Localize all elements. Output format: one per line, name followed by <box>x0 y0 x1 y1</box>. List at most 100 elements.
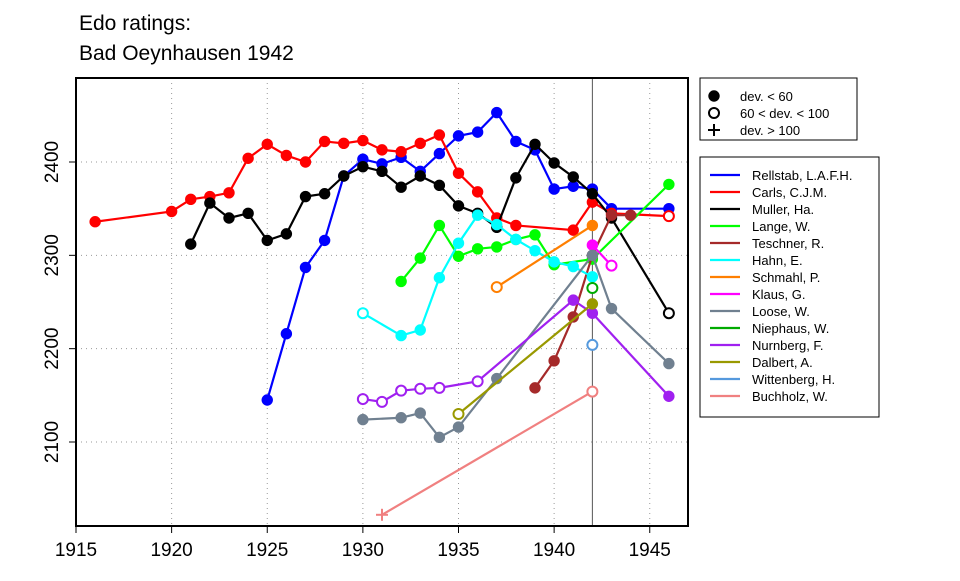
data-point-hahn-e <box>567 260 579 273</box>
data-point-hahn-e <box>586 271 599 283</box>
series-lange-w <box>395 178 675 288</box>
data-point-niephaus-w <box>586 282 599 294</box>
data-point-loose-w <box>414 407 426 419</box>
data-point-lange-w <box>452 250 465 262</box>
data-point-rellstab-l-a-f-h <box>491 106 503 119</box>
data-point-carls-c-j-m <box>662 210 675 223</box>
data-point-carls-c-j-m <box>452 167 465 179</box>
marker-legend-symbol <box>708 90 720 102</box>
data-point-nurnberg-f <box>663 390 675 402</box>
data-point-hahn-e <box>548 256 560 268</box>
data-point-nurnberg-f <box>376 395 388 408</box>
data-point-muller-ha <box>548 157 560 169</box>
data-point-carls-c-j-m <box>318 135 331 148</box>
x-tick-label: 1935 <box>437 540 479 561</box>
marker-legend-box <box>699 77 858 141</box>
series-niephaus-w <box>586 282 599 294</box>
data-point-rellstab-l-a-f-h <box>318 234 331 247</box>
data-point-rellstab-l-a-f-h <box>299 261 312 274</box>
legend-entry-label: Niephaus, W. <box>752 321 829 336</box>
data-point-carls-c-j-m <box>376 144 388 156</box>
data-point-dalbert-a <box>452 408 465 420</box>
series-buchholz-w <box>376 385 599 521</box>
data-point-muller-ha <box>414 170 426 182</box>
data-point-nurnberg-f <box>414 382 427 395</box>
data-point-hahn-e <box>529 244 541 257</box>
data-point-muller-ha <box>357 160 369 173</box>
series-line-rellstab-l-a-f-h <box>266 110 669 401</box>
data-point-rellstab-l-a-f-h <box>280 328 293 340</box>
data-point-schmahl-p <box>586 219 599 232</box>
series-line-hahn-e <box>362 213 593 337</box>
data-point-lange-w <box>414 252 426 264</box>
chart-title-line2: Bad Oeynhausen 1942 <box>79 42 294 65</box>
data-point-carls-c-j-m <box>165 205 178 218</box>
data-point-muller-ha <box>567 171 579 183</box>
series-legend: Rellstab, L.A.F.H. Carls, C.J.M. Muller, H… <box>699 156 880 418</box>
data-point-nurnberg-f <box>356 393 369 406</box>
series-line-schmahl-p <box>496 224 593 288</box>
legend-entry-label: Wittenberg, H. <box>752 372 835 387</box>
legend-entry-label: Klaus, G. <box>752 287 805 302</box>
data-point-muller-ha <box>376 165 388 178</box>
data-point-muller-ha <box>338 170 350 182</box>
data-point-hahn-e <box>452 237 465 249</box>
chart-title-line1: Edo ratings: <box>79 12 191 35</box>
plot-frame <box>75 77 689 527</box>
data-point-muller-ha <box>510 172 522 184</box>
data-point-hahn-e <box>395 329 407 342</box>
data-point-loose-w <box>605 302 618 315</box>
series-line-nurnberg-f <box>362 298 670 404</box>
data-point-nurnberg-f <box>395 384 408 397</box>
data-point-lange-w <box>663 178 675 191</box>
data-point-loose-w <box>395 412 407 424</box>
data-point-muller-ha <box>529 138 541 150</box>
legend-entry-label: Muller, Ha. <box>752 202 814 217</box>
data-point-carls-c-j-m <box>338 137 350 150</box>
data-point-carls-c-j-m <box>299 156 312 168</box>
data-point-carls-c-j-m <box>567 224 579 236</box>
data-point-rellstab-l-a-f-h <box>471 126 484 138</box>
data-point-muller-ha <box>280 228 293 240</box>
data-point-teschner-r <box>567 311 579 323</box>
data-point-muller-ha <box>395 181 407 193</box>
data-point-loose-w <box>586 249 599 262</box>
data-point-muller-ha <box>185 238 197 250</box>
data-point-lange-w <box>433 219 446 232</box>
legend-entry-label: Dalbert, A. <box>752 355 813 370</box>
data-point-carls-c-j-m <box>395 146 407 158</box>
series-muller-ha <box>185 138 675 320</box>
data-point-hahn-e <box>356 307 369 320</box>
legend-entry-label: Hahn, E. <box>752 253 803 268</box>
data-point-carls-c-j-m <box>185 193 197 206</box>
legend-entry-label: Buchholz, W. <box>752 389 828 404</box>
data-point-muller-ha <box>318 188 331 200</box>
marker-legend-symbol <box>708 107 720 119</box>
data-point-loose-w <box>433 431 446 444</box>
data-point-klaus-g <box>605 259 618 272</box>
x-tick-label: 1920 <box>150 540 192 561</box>
data-point-carls-c-j-m <box>471 186 484 198</box>
marker-legend: dev. < 60 60 < dev. < 100 dev. > 100 <box>699 77 858 141</box>
data-point-dalbert-a <box>586 298 599 310</box>
data-point-rellstab-l-a-f-h <box>510 135 522 148</box>
x-tick-label: 1930 <box>342 540 384 561</box>
data-point-schmahl-p <box>490 281 503 294</box>
data-point-nurnberg-f <box>471 375 484 388</box>
data-point-carls-c-j-m <box>223 187 235 199</box>
data-point-muller-ha <box>242 207 254 220</box>
series-dalbert-a <box>452 298 599 420</box>
data-point-hahn-e <box>471 209 484 221</box>
data-point-nurnberg-f <box>567 294 579 306</box>
data-point-teschner-r <box>605 209 618 221</box>
series-schmahl-p <box>490 219 599 294</box>
marker-legend-label: 60 < dev. < 100 <box>740 106 829 121</box>
data-point-buchholz-w <box>376 508 388 521</box>
y-tick-label: 2200 <box>42 328 63 370</box>
data-point-carls-c-j-m <box>242 152 254 164</box>
y-tick-label: 2400 <box>42 141 63 183</box>
data-point-lange-w <box>529 229 541 241</box>
data-point-rellstab-l-a-f-h <box>452 130 465 142</box>
data-point-wittenberg-h <box>586 338 599 351</box>
x-tick-label: 1915 <box>55 540 97 561</box>
